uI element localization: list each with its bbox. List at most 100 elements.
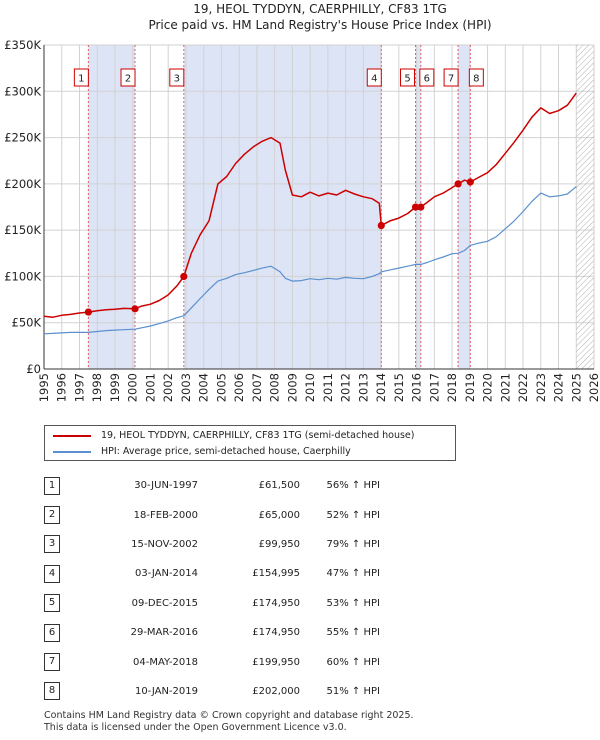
footer: Contains HM Land Registry data © Crown c… [44, 710, 414, 734]
ownership-shade [88, 45, 136, 369]
sale-price: £65,000 [258, 509, 300, 521]
footer-copyright: Contains HM Land Registry data © Crown c… [44, 710, 414, 721]
x-tick-label: 2019 [463, 373, 477, 402]
sale-price: £99,950 [258, 538, 300, 550]
sale-number-box [366, 68, 382, 87]
sale-date: 15-NOV-2002 [131, 538, 198, 550]
sale-number-box [400, 68, 416, 87]
footer-licence: This data is licensed under the Open Gov… [44, 722, 347, 733]
x-tick-label: 2003 [179, 373, 193, 402]
sale-price: £174,950 [252, 597, 300, 609]
sale-number-label: 5 [404, 74, 410, 85]
sale-number-badge: 7 [44, 653, 60, 672]
hpi-line [43, 186, 577, 335]
sale-number-box [120, 68, 136, 87]
sale-number-box [443, 68, 459, 87]
x-tick-label: 2009 [285, 373, 299, 402]
x-tick-label: 1996 [55, 373, 69, 402]
sale-point [131, 305, 139, 313]
legend-swatch-property [53, 435, 91, 437]
price-chart: 19, HEOL TYDDYN, CAERPHILLY, CF83 1TG Pr… [4, 2, 600, 402]
ownership-shade [183, 45, 382, 369]
sale-number-badge: 8 [44, 682, 60, 701]
table-row: 5 09-DEC-2015 £174,950 53% ↑ HPI [44, 589, 380, 618]
sale-number-box [468, 68, 484, 87]
sale-number-badge: 4 [44, 564, 60, 583]
x-tick-label: 2005 [214, 373, 228, 402]
sale-number-cell: 8 [44, 677, 88, 706]
sale-number-box [419, 68, 435, 87]
x-tick-label: 2010 [303, 373, 317, 402]
x-tick-label: 2026 [587, 373, 600, 402]
table-row: 3 15-NOV-2002 £99,950 79% ↑ HPI [44, 530, 380, 559]
sale-price: £154,995 [252, 568, 300, 580]
table-row: 2 18-FEB-2000 £65,000 52% ↑ HPI [44, 500, 380, 529]
sale-number-label: 4 [371, 74, 377, 85]
sale-point [84, 308, 92, 316]
y-tick-label: £100K [4, 269, 41, 283]
sale-number-cell: 4 [44, 559, 88, 588]
sale-number-cell: 3 [44, 530, 88, 559]
x-tick-label: 2017 [427, 373, 441, 402]
sale-point [466, 178, 474, 186]
chart-title: 19, HEOL TYDDYN, CAERPHILLY, CF83 1TG [193, 2, 447, 16]
y-tick-label: £50K [12, 316, 42, 330]
sales-table: 1 30-JUN-1997 £61,500 56% ↑ HPI 2 18-FEB-2000… [44, 471, 380, 706]
x-tick-label: 2024 [552, 373, 566, 402]
sale-price: £61,500 [258, 480, 300, 492]
table-row: 7 04-MAY-2018 £199,950 60% ↑ HPI [44, 647, 380, 676]
x-tick-label: 2011 [321, 373, 335, 402]
sale-number-badge: 5 [44, 594, 60, 613]
table-row: 6 29-MAR-2016 £174,950 55% ↑ HPI [44, 618, 380, 647]
y-tick-label: £150K [4, 223, 41, 237]
table-row: 4 03-JAN-2014 £154,995 47% ↑ HPI [44, 559, 380, 588]
x-tick-label: 2015 [392, 373, 406, 402]
x-tick-label: 2020 [481, 373, 495, 402]
x-tick-label: 2016 [410, 373, 424, 402]
x-tick-label: 2021 [498, 373, 512, 402]
sale-number-badge: 3 [44, 535, 60, 554]
sale-hpi-change: 79% ↑ HPI [326, 538, 380, 550]
x-tick-label: 2023 [534, 373, 548, 402]
sale-hpi-change: 56% ↑ HPI [326, 480, 380, 492]
sale-number-label: 8 [473, 74, 479, 85]
legend: 19, HEOL TYDDYN, CAERPHILLY, CF83 1TG (s… [44, 425, 456, 461]
x-tick-label: 2006 [232, 373, 246, 402]
y-tick-label: £300K [4, 84, 41, 98]
sale-number-label: 3 [174, 74, 180, 85]
sale-date: 29-MAR-2016 [130, 627, 198, 639]
sale-date: 18-FEB-2000 [133, 509, 198, 521]
x-tick-label: 2000 [126, 373, 140, 402]
x-tick-label: 2007 [250, 373, 264, 402]
legend-label-property: 19, HEOL TYDDYN, CAERPHILLY, CF83 1TG (s… [101, 430, 415, 441]
sale-date: 04-MAY-2018 [132, 656, 198, 668]
sale-number-label: 6 [424, 74, 430, 85]
x-tick-label: 1997 [72, 373, 86, 402]
sale-number-cell: 1 [44, 471, 88, 500]
sale-number-cell: 2 [44, 500, 88, 529]
x-tick-label: 1998 [90, 373, 104, 402]
y-tick-label: £200K [4, 177, 41, 191]
sale-hpi-change: 51% ↑ HPI [326, 685, 380, 697]
x-tick-label: 1999 [108, 373, 122, 402]
x-tick-label: 2012 [339, 373, 353, 402]
sale-hpi-change: 55% ↑ HPI [326, 627, 380, 639]
sale-number-badge: 6 [44, 623, 60, 642]
sale-price: £202,000 [252, 685, 300, 697]
sale-number-badge: 2 [44, 506, 60, 525]
sale-number-label: 7 [448, 74, 454, 85]
sale-point [411, 203, 420, 211]
sale-number-label: 1 [78, 74, 84, 85]
sale-price: £174,950 [252, 627, 300, 639]
x-tick-label: 2004 [197, 373, 211, 402]
sale-point [417, 203, 425, 211]
x-tick-label: 2013 [356, 373, 370, 402]
x-tick-label: 2008 [268, 373, 282, 402]
table-row: 8 10-JAN-2019 £202,000 51% ↑ HPI [44, 677, 380, 706]
x-tick-label: 1995 [37, 373, 51, 402]
sale-price: £199,950 [252, 656, 300, 668]
sale-number-badge: 1 [44, 476, 60, 495]
y-tick-label: £350K [4, 38, 41, 52]
sale-number-box [73, 68, 89, 87]
x-tick-label: 2022 [516, 373, 530, 402]
